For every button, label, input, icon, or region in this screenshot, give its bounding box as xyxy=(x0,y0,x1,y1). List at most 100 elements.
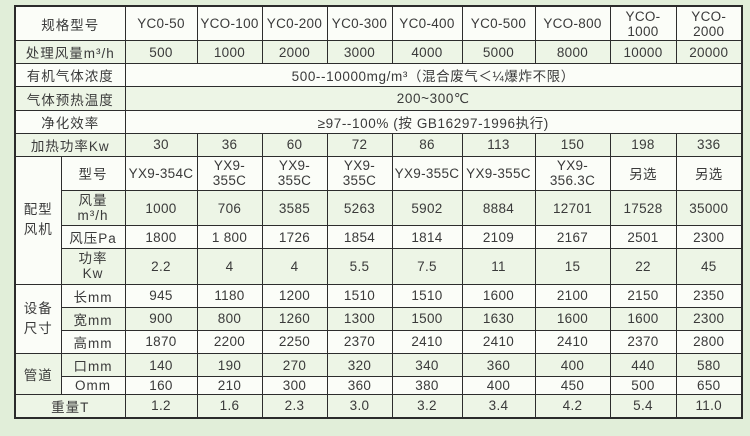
row-label-heating-power: 加热功率Kw xyxy=(14,132,126,157)
spec-sheet: 规格型号 YC0-50 YCO-100 YC0-200 YC0-300 YC0-… xyxy=(14,5,743,419)
spec-cell: 1800 xyxy=(124,225,198,250)
spec-cell: 5.4 xyxy=(609,393,677,419)
spec-cell: 3.0 xyxy=(326,393,393,419)
spec-cell: YX9-355C xyxy=(391,155,463,191)
spec-cell: 198 xyxy=(609,132,677,157)
spec-cell: 380 xyxy=(391,376,463,395)
column-header-model: YCO-1000 xyxy=(609,5,677,42)
group-label-pipe: 管道 xyxy=(14,352,62,395)
spec-cell: YX9-355C xyxy=(261,155,328,191)
row-fan-airflow: 风量 m³/h 1000 706 3585 5263 5902 8884 127… xyxy=(15,189,743,227)
spec-cell: 20000 xyxy=(675,40,743,65)
spec-cell: YX9-355C xyxy=(196,155,263,191)
spec-cell: 210 xyxy=(196,376,263,395)
spec-cell: 45 xyxy=(675,248,743,285)
spec-cell: 60 xyxy=(261,132,328,157)
spec-cell: 1.6 xyxy=(196,393,263,419)
spec-cell: 1630 xyxy=(461,306,536,331)
spec-cell: 190 xyxy=(196,352,263,378)
spec-cell: 1510 xyxy=(391,283,463,308)
spec-cell: 2200 xyxy=(196,329,263,354)
column-header-model: YC0-300 xyxy=(326,5,393,42)
spec-cell: 2350 xyxy=(675,283,743,308)
spec-cell: 5263 xyxy=(326,189,393,227)
spec-cell: 1600 xyxy=(461,283,536,308)
spec-cell: 1000 xyxy=(124,189,198,227)
row-length: 设备 尺寸 长mm 945 1180 1200 1510 1510 1600 2… xyxy=(14,283,743,354)
spec-cell: 86 xyxy=(391,132,463,157)
spec-cell: 1870 xyxy=(124,329,198,354)
row-fan-pressure: 风压Pa 1800 1 800 1726 1854 1814 2109 2167… xyxy=(15,225,743,250)
spec-cell: 5000 xyxy=(461,40,536,65)
spec-cell: 1726 xyxy=(261,225,328,250)
spec-cell: 945 xyxy=(124,283,198,308)
row-label-fan-airflow: 风量 m³/h xyxy=(60,189,126,227)
spec-cell: 17528 xyxy=(609,189,677,227)
spec-cell: 3585 xyxy=(261,189,328,227)
spec-cell: 300 xyxy=(261,376,328,395)
spec-cell: 12701 xyxy=(534,189,611,227)
row-pipe-round: Omm 160 210 300 360 380 400 450 500 650 xyxy=(15,376,743,395)
row-concentration: 有机气体浓度 500--10000mg/m³（混合废气＜¼爆炸不限） xyxy=(14,63,743,88)
spec-cell: 4 xyxy=(196,248,263,285)
spec-cell: 340 xyxy=(391,352,463,378)
spec-cell: 5.5 xyxy=(326,248,393,285)
spec-cell: 11 xyxy=(461,248,536,285)
row-label-efficiency: 净化效率 xyxy=(14,109,126,134)
spec-cell: 2150 xyxy=(609,283,677,308)
spec-cell: 30 xyxy=(124,132,198,157)
concentration-value: 500--10000mg/m³（混合废气＜¼爆炸不限） xyxy=(124,63,743,88)
spec-cell: 8884 xyxy=(461,189,536,227)
spec-cell: YX9-356.3C xyxy=(534,155,611,191)
spec-cell: 5902 xyxy=(391,189,463,227)
column-header-model: YCO-2000 xyxy=(675,5,743,42)
spec-cell: 35000 xyxy=(675,189,743,227)
spec-cell: 1600 xyxy=(609,306,677,331)
column-header-model: YC0-200 xyxy=(261,5,328,42)
spec-cell: 320 xyxy=(326,352,393,378)
spec-cell: 2410 xyxy=(391,329,463,354)
column-header-model: YCO-100 xyxy=(196,5,263,42)
spec-cell: 1500 xyxy=(391,306,463,331)
row-airflow: 处理风量m³/h 500 1000 2000 3000 4000 5000 80… xyxy=(14,40,743,65)
row-label-weight: 重量T xyxy=(14,393,126,419)
efficiency-value: ≥97--100% (按 GB16297-1996执行) xyxy=(124,109,743,134)
row-preheat: 气体预热温度 200~300℃ xyxy=(14,86,743,111)
spec-cell: 2370 xyxy=(326,329,393,354)
spec-cell: 另选 xyxy=(675,155,743,191)
spec-cell: 2.2 xyxy=(124,248,198,285)
row-width: 宽mm 900 800 1260 1300 1500 1630 1600 160… xyxy=(15,306,743,331)
row-label-pipe-square: 口mm xyxy=(60,352,126,378)
spec-cell: 3.2 xyxy=(391,393,463,419)
row-label-fan-power: 功率 Kw xyxy=(60,248,126,285)
spec-cell: 22 xyxy=(609,248,677,285)
column-header-model: YC0-400 xyxy=(391,5,463,42)
spec-cell: 500 xyxy=(609,376,677,395)
spec-cell: 2800 xyxy=(675,329,743,354)
spec-cell: 400 xyxy=(461,376,536,395)
row-pipe-square: 管道 口mm 140 190 270 320 340 360 400 440 5… xyxy=(14,352,743,395)
spec-cell: 270 xyxy=(261,352,328,378)
row-height: 高mm 1870 2200 2250 2370 2410 2410 2410 2… xyxy=(15,329,743,354)
spec-cell: 1510 xyxy=(326,283,393,308)
spec-cell: 7.5 xyxy=(391,248,463,285)
spec-cell: 15 xyxy=(534,248,611,285)
spec-cell: 580 xyxy=(675,352,743,378)
spec-cell: 10000 xyxy=(609,40,677,65)
spec-cell: 1260 xyxy=(261,306,328,331)
spec-cell: 650 xyxy=(675,376,743,395)
spec-cell: 1000 xyxy=(196,40,263,65)
row-weight: 重量T 1.2 1.6 2.3 3.0 3.2 3.4 4.2 5.4 11.0 xyxy=(14,393,743,419)
column-header-model: YCO-800 xyxy=(534,5,611,42)
spec-cell: YX9-355C xyxy=(326,155,393,191)
spec-cell: 900 xyxy=(124,306,198,331)
spec-cell: 1854 xyxy=(326,225,393,250)
spec-cell: 360 xyxy=(326,376,393,395)
preheat-value: 200~300℃ xyxy=(124,86,743,111)
spec-cell: 8000 xyxy=(534,40,611,65)
spec-cell: 2410 xyxy=(461,329,536,354)
spec-cell: 另选 xyxy=(609,155,677,191)
row-heating-power: 加热功率Kw 30 36 60 72 86 113 150 198 336 xyxy=(14,132,743,157)
spec-cell: 1300 xyxy=(326,306,393,331)
row-label-preheat: 气体预热温度 xyxy=(14,86,126,111)
